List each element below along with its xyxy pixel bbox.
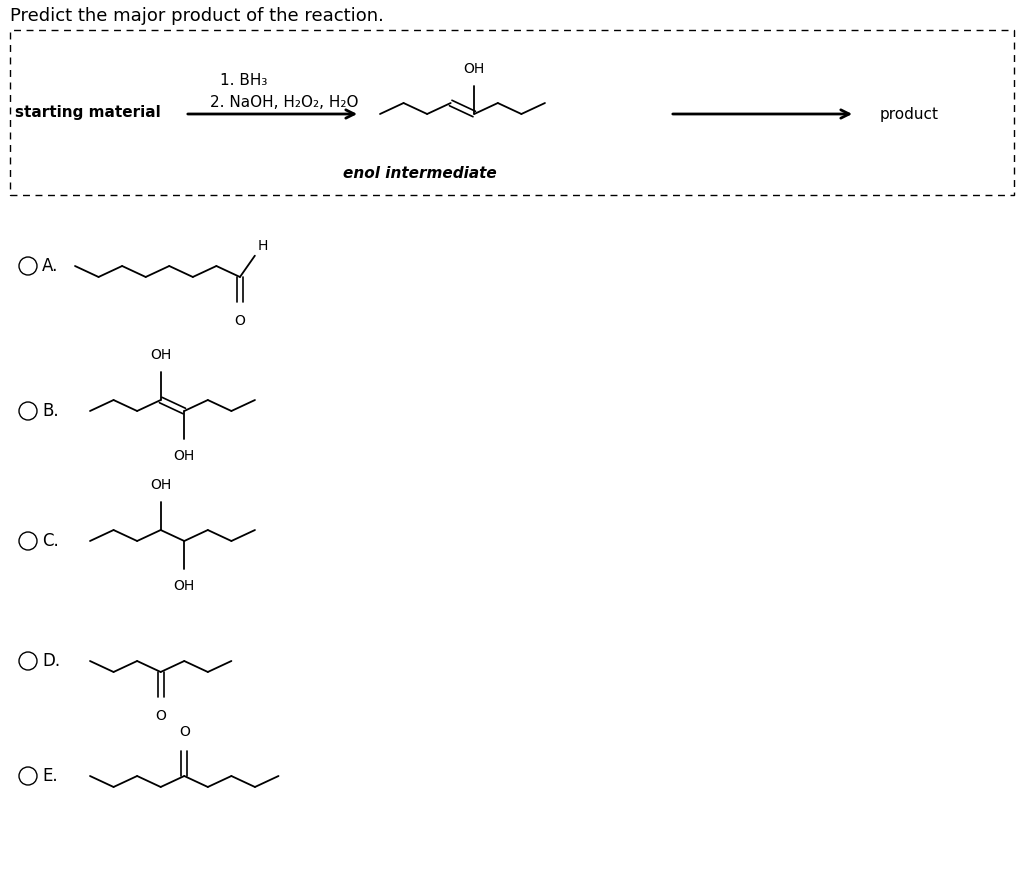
Text: Predict the major product of the reaction.: Predict the major product of the reactio…: [10, 7, 384, 25]
Text: O: O: [156, 709, 166, 723]
Text: product: product: [880, 106, 939, 121]
Text: E.: E.: [42, 767, 57, 785]
Text: starting material: starting material: [15, 105, 161, 120]
Text: C.: C.: [42, 532, 58, 550]
Text: 1. BH₃: 1. BH₃: [220, 73, 267, 89]
Bar: [10, 30, 1014, 195]
Text: D.: D.: [42, 652, 60, 670]
Text: OH: OH: [174, 579, 195, 593]
Text: OH: OH: [151, 348, 171, 362]
Text: OH: OH: [151, 478, 171, 492]
Text: 2. NaOH, H₂O₂, H₂O: 2. NaOH, H₂O₂, H₂O: [210, 96, 358, 111]
Text: enol intermediate: enol intermediate: [343, 166, 497, 181]
Text: O: O: [234, 314, 246, 327]
Text: OH: OH: [464, 62, 485, 76]
Text: H: H: [258, 239, 268, 253]
Text: OH: OH: [174, 449, 195, 463]
Text: A.: A.: [42, 257, 58, 275]
Text: B.: B.: [42, 402, 58, 420]
Text: O: O: [179, 726, 189, 739]
